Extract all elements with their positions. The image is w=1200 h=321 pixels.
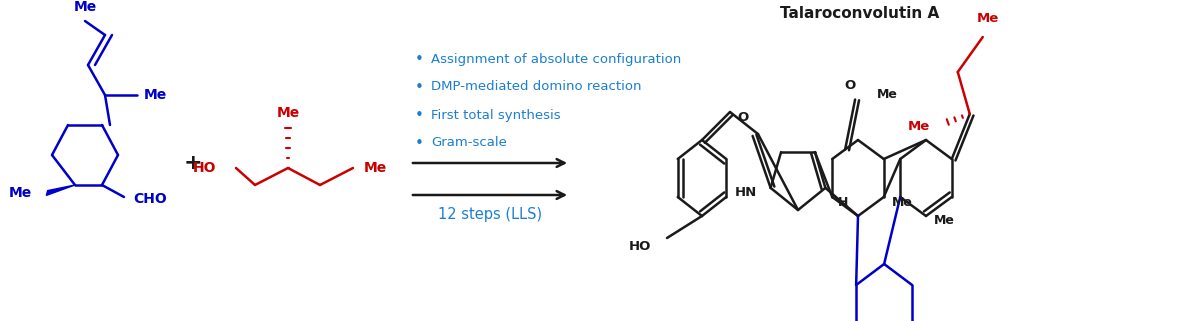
Text: Gram-scale: Gram-scale [431, 136, 506, 150]
Polygon shape [47, 185, 74, 195]
Text: Me: Me [934, 214, 955, 228]
Text: •: • [415, 51, 424, 66]
Text: +: + [184, 153, 203, 173]
Text: Me: Me [364, 161, 386, 175]
Text: DMP-mediated domino reaction: DMP-mediated domino reaction [431, 81, 642, 93]
Text: Me: Me [977, 13, 998, 25]
Text: HO: HO [192, 161, 216, 175]
Text: Me: Me [276, 106, 300, 120]
Text: •: • [415, 80, 424, 94]
Text: O: O [845, 79, 856, 92]
Text: Me: Me [892, 195, 913, 209]
Text: Me: Me [73, 0, 97, 14]
Text: CHO: CHO [133, 192, 167, 206]
Text: HN: HN [734, 187, 757, 199]
Text: 12 steps (LLS): 12 steps (LLS) [438, 207, 542, 222]
Text: O: O [737, 111, 749, 125]
Text: Talaroconvolutin A: Talaroconvolutin A [780, 6, 940, 22]
Text: •: • [415, 108, 424, 123]
Text: Me: Me [143, 88, 167, 102]
Text: H: H [839, 195, 848, 209]
Text: HO: HO [629, 239, 652, 253]
Text: Assignment of absolute configuration: Assignment of absolute configuration [431, 53, 682, 65]
Text: First total synthesis: First total synthesis [431, 108, 560, 122]
Text: •: • [415, 135, 424, 151]
Text: Me: Me [907, 119, 930, 133]
Text: Me: Me [877, 88, 898, 101]
Text: Me: Me [8, 186, 32, 200]
